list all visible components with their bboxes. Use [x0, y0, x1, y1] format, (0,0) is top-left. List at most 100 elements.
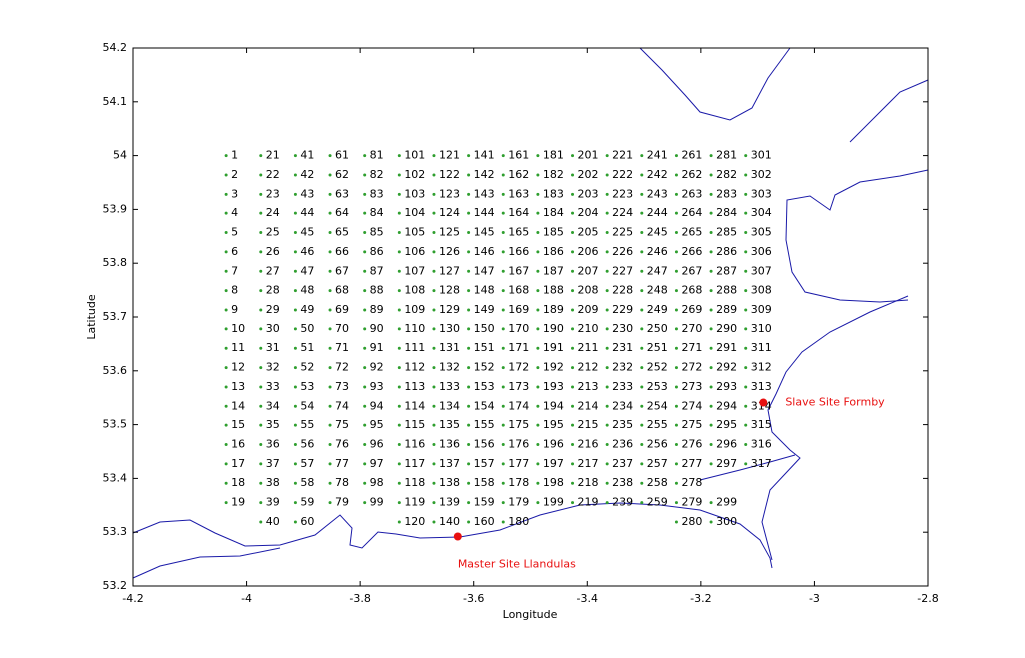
point-label: 75: [335, 418, 349, 431]
point-label: 25: [266, 226, 280, 239]
point-label: 215: [578, 418, 599, 431]
grid-point: [397, 250, 401, 254]
point-label: 150: [474, 322, 495, 335]
grid-point: [640, 192, 644, 196]
grid-point: [605, 289, 609, 293]
point-label: 223: [612, 187, 633, 200]
grid-point: [640, 269, 644, 273]
grid-point: [259, 366, 263, 370]
point-label: 45: [300, 226, 314, 239]
point-label: 33: [266, 380, 280, 393]
grid-point: [709, 211, 713, 215]
grid-point: [397, 192, 401, 196]
point-label: 94: [370, 399, 384, 412]
point-label: 10: [231, 322, 245, 335]
grid-point: [467, 327, 471, 331]
grid-point: [259, 462, 263, 466]
grid-point: [501, 211, 505, 215]
grid-point: [432, 443, 436, 447]
grid-point: [744, 327, 748, 331]
point-label: 52: [300, 361, 314, 374]
grid-point: [640, 308, 644, 312]
point-label: 81: [370, 149, 384, 162]
point-label: 92: [370, 361, 384, 374]
grid-point: [259, 443, 263, 447]
grid-point: [640, 231, 644, 235]
point-label: 262: [681, 168, 702, 181]
point-label: 285: [716, 226, 737, 239]
grid-point: [432, 250, 436, 254]
grid-point: [674, 231, 678, 235]
site-marker: [453, 532, 462, 541]
grid-point: [467, 250, 471, 254]
point-label: 281: [716, 149, 737, 162]
grid-point: [259, 385, 263, 389]
grid-point: [224, 192, 228, 196]
grid-point: [467, 520, 471, 524]
point-label: 107: [404, 264, 425, 277]
point-label: 305: [751, 226, 772, 239]
point-label: 128: [439, 284, 460, 297]
grid-point: [328, 481, 332, 485]
grid-point: [224, 327, 228, 331]
point-label: 170: [508, 322, 529, 335]
point-label: 182: [543, 168, 564, 181]
grid-point: [571, 289, 575, 293]
grid-point: [640, 154, 644, 158]
point-label: 286: [716, 245, 737, 258]
grid-point: [259, 289, 263, 293]
point-label: 19: [231, 496, 245, 509]
x-tick-label: -3.6: [463, 592, 484, 605]
grid-point: [363, 404, 367, 408]
point-label: 50: [300, 322, 314, 335]
point-label: 304: [751, 206, 772, 219]
point-label: 136: [439, 438, 460, 451]
point-label: 216: [578, 438, 599, 451]
point-label: 269: [681, 303, 702, 316]
grid-point: [674, 346, 678, 350]
site-marker: [759, 398, 768, 407]
grid-point: [744, 462, 748, 466]
point-label: 250: [647, 322, 668, 335]
point-label: 279: [681, 496, 702, 509]
point-label: 230: [612, 322, 633, 335]
grid-point: [467, 404, 471, 408]
grid-point: [432, 269, 436, 273]
grid-point: [536, 327, 540, 331]
grid-point: [259, 211, 263, 215]
point-label: 268: [681, 284, 702, 297]
point-label: 226: [612, 245, 633, 258]
point-label: 23: [266, 187, 280, 200]
grid-point: [709, 250, 713, 254]
grid-point: [363, 231, 367, 235]
point-label: 16: [231, 438, 245, 451]
grid-point: [640, 462, 644, 466]
point-label: 69: [335, 303, 349, 316]
point-label: 90: [370, 322, 384, 335]
point-label: 111: [404, 341, 425, 354]
point-label: 239: [612, 496, 633, 509]
point-label: 253: [647, 380, 668, 393]
point-label: 42: [300, 168, 314, 181]
point-label: 144: [474, 206, 495, 219]
grid-point: [259, 520, 263, 524]
point-label: 288: [716, 284, 737, 297]
grid-point: [709, 231, 713, 235]
point-label: 18: [231, 476, 245, 489]
point-label: 106: [404, 245, 425, 258]
grid-point: [709, 192, 713, 196]
point-label: 27: [266, 264, 280, 277]
grid-point: [363, 501, 367, 505]
grid-point: [536, 385, 540, 389]
grid-point: [605, 423, 609, 427]
point-label: 117: [404, 457, 425, 470]
grid-point: [709, 154, 713, 158]
grid-point: [674, 443, 678, 447]
grid-point: [293, 404, 297, 408]
grid-point: [224, 231, 228, 235]
point-label: 187: [543, 264, 564, 277]
point-label: 311: [751, 341, 772, 354]
point-label: 158: [474, 476, 495, 489]
point-label: 273: [681, 380, 702, 393]
